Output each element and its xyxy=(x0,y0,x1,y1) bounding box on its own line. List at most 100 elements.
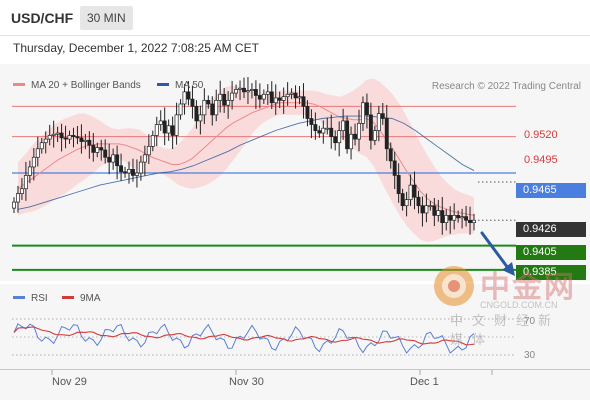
candle-body xyxy=(361,102,365,124)
candle-body xyxy=(198,114,203,122)
candle-body xyxy=(408,184,413,200)
ma50-line xyxy=(17,115,475,210)
candle-body xyxy=(51,133,56,136)
candle-body xyxy=(448,215,453,221)
support-price-tag-2: 0.9385 xyxy=(516,265,586,280)
candle-body xyxy=(119,165,124,173)
candle-body xyxy=(301,96,306,107)
resistance-label-1: 0.9520 xyxy=(524,129,558,141)
candle-body xyxy=(321,127,326,134)
candle-body xyxy=(452,215,457,221)
candle-body xyxy=(178,103,183,116)
candle-body xyxy=(166,125,171,134)
candle-body xyxy=(281,96,286,101)
candle-body xyxy=(353,133,357,140)
chart-canvas xyxy=(0,77,590,375)
candle-body xyxy=(39,142,44,150)
candle-body xyxy=(127,169,131,174)
candle-body xyxy=(472,219,476,224)
candle-body xyxy=(131,169,135,176)
candle-body xyxy=(214,99,219,116)
candle-body xyxy=(134,172,139,176)
candle-body xyxy=(218,93,223,101)
x-axis-label-nov30: Nov 30 xyxy=(229,376,264,388)
legend-ma50: MA 50 xyxy=(157,80,203,91)
candle-body xyxy=(19,188,24,194)
candle-body xyxy=(468,219,472,224)
candle-body xyxy=(372,130,377,141)
candle-body xyxy=(123,171,127,174)
candle-body xyxy=(55,132,60,135)
candle-body xyxy=(12,201,16,209)
candle-body xyxy=(440,210,445,224)
candle-body xyxy=(249,89,254,91)
candle-body xyxy=(325,127,330,130)
candle-body xyxy=(150,135,155,147)
candle-body xyxy=(154,124,159,136)
candle-body xyxy=(99,147,104,151)
candle-body xyxy=(222,93,227,106)
candle-body xyxy=(313,124,318,131)
candle-body xyxy=(146,146,151,156)
forecast-arrow-head xyxy=(502,262,515,276)
legend-rsi-ma-label: 9MA xyxy=(80,293,101,304)
forecast-arrow-shaft xyxy=(480,231,510,270)
candle-body xyxy=(400,193,405,207)
candle-body xyxy=(269,91,274,104)
candle-body xyxy=(432,205,437,216)
legend-rsi-label: RSI xyxy=(31,293,48,304)
candle-body xyxy=(23,175,28,190)
candle-body xyxy=(162,120,167,134)
rsi-swatch xyxy=(13,295,25,299)
candle-body xyxy=(83,139,88,142)
candle-body xyxy=(257,95,262,100)
candle-body xyxy=(246,90,250,93)
candle-body xyxy=(95,147,100,153)
candle-body xyxy=(91,144,96,153)
candle-body xyxy=(138,161,143,174)
x-axis-label-nov29: Nov 29 xyxy=(52,376,87,388)
candle-body xyxy=(392,160,397,176)
candle-body xyxy=(376,113,381,131)
candle-body xyxy=(71,135,76,138)
ma20-swatch xyxy=(13,82,25,86)
candle-body xyxy=(420,205,425,214)
legend-rsi: RSI xyxy=(13,293,48,304)
timeframe-badge[interactable]: 30 MIN xyxy=(80,6,133,30)
candle-body xyxy=(27,166,32,176)
candle-body xyxy=(234,89,239,94)
candle-body xyxy=(63,137,68,140)
candle-body xyxy=(182,91,187,105)
legend-rsi-ma: 9MA xyxy=(62,293,101,304)
candle-body xyxy=(273,97,278,104)
candle-body xyxy=(289,92,294,95)
candle-body xyxy=(293,92,298,99)
legend-ma20-label: MA 20 + Bollinger Bands xyxy=(31,80,141,91)
candle-body xyxy=(115,154,120,167)
candle-body xyxy=(111,154,116,163)
candle-body xyxy=(194,106,199,122)
pivot-price-tag: 0.9465 xyxy=(516,183,586,198)
candle-body xyxy=(444,215,449,224)
candle-body xyxy=(210,103,215,116)
candle-body xyxy=(460,216,465,219)
support-price-tag-1: 0.9405 xyxy=(516,245,586,260)
ma20-line xyxy=(17,102,475,216)
candle-body xyxy=(309,118,314,125)
candle-body xyxy=(341,120,346,131)
candle-body xyxy=(253,89,258,96)
candle-body xyxy=(190,98,195,107)
candle-body xyxy=(170,125,175,136)
candle-body xyxy=(368,114,373,141)
candle-body xyxy=(416,196,421,207)
candle-body xyxy=(285,93,290,98)
candle-body xyxy=(67,135,72,140)
candle-body xyxy=(317,130,322,134)
candle-body xyxy=(337,130,342,144)
candle-body xyxy=(79,137,84,142)
candle-body xyxy=(47,135,52,140)
rsi-ma-line xyxy=(13,326,475,346)
candle-body xyxy=(412,184,417,198)
resistance-label-2: 0.9495 xyxy=(524,154,558,166)
candle-body xyxy=(16,193,20,203)
